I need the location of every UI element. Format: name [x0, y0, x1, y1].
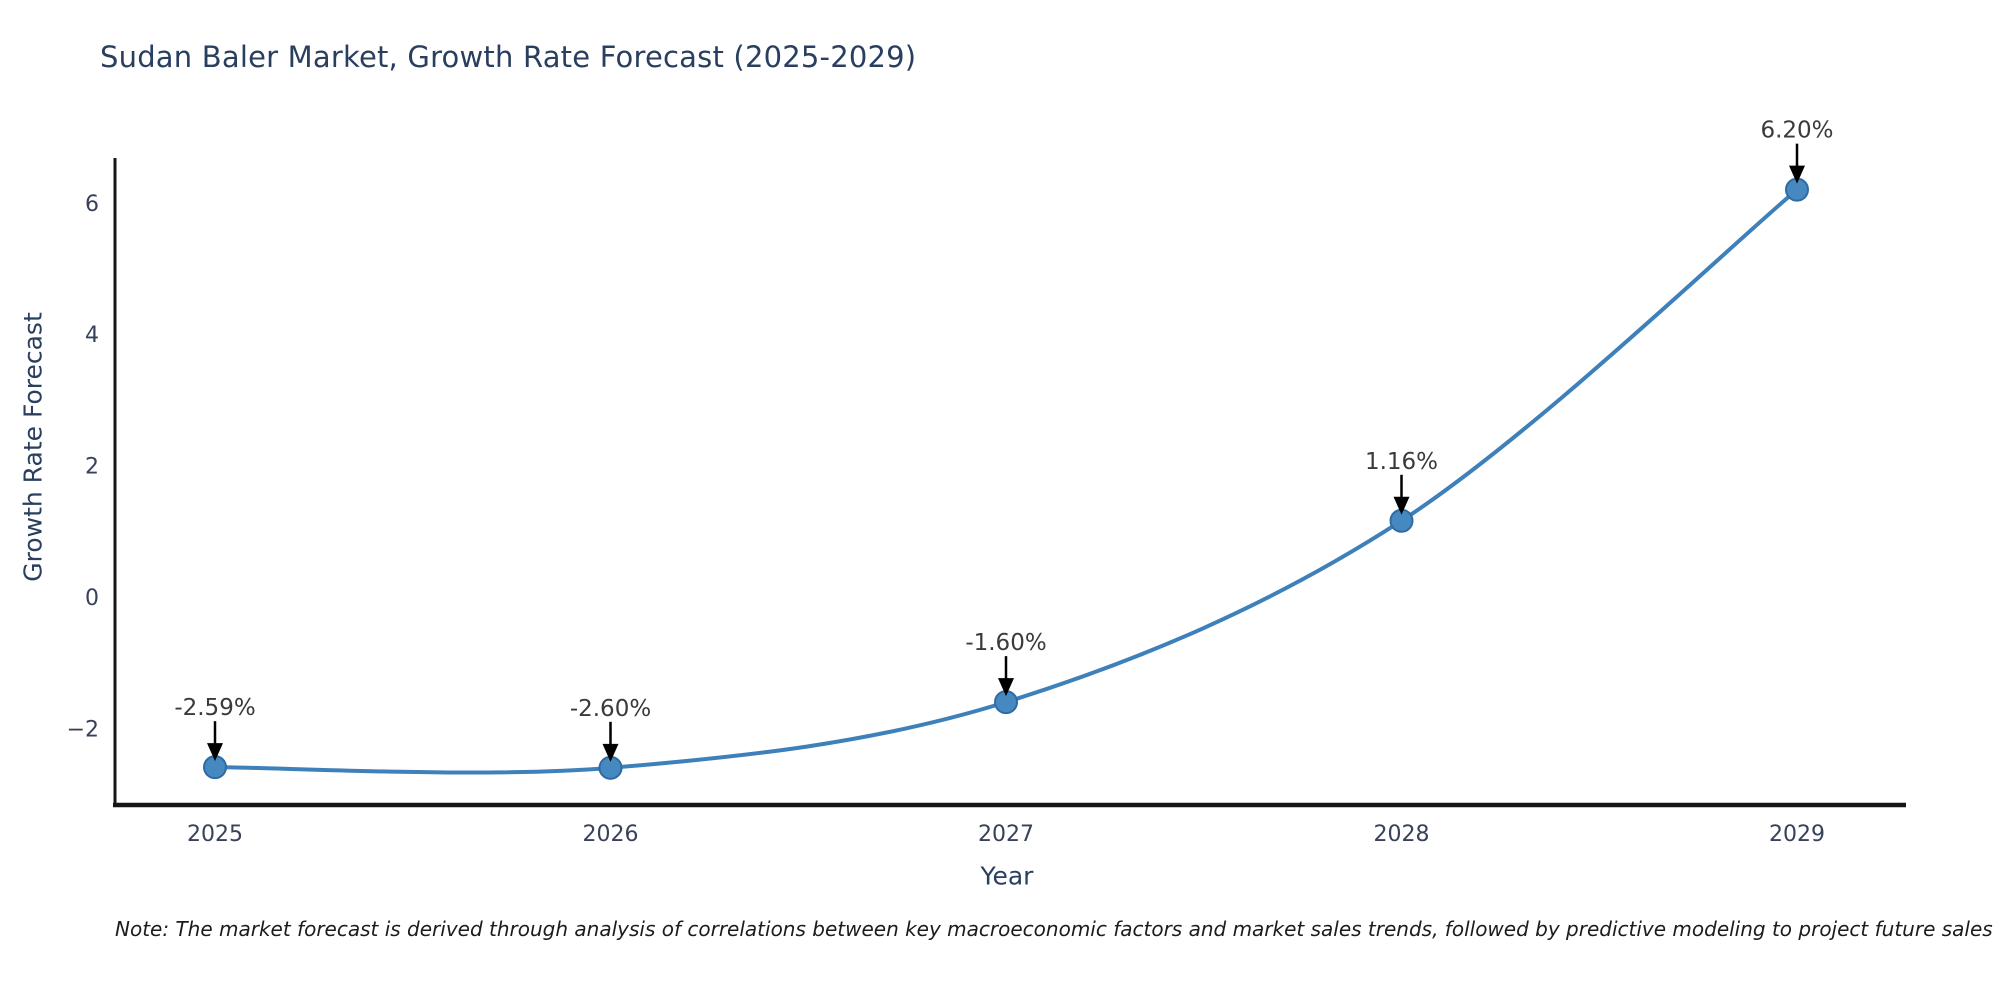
annotation-arrowhead: [207, 743, 223, 762]
point-annotation-label: 6.20%: [1760, 118, 1833, 144]
footnote: Note: The market forecast is derived thr…: [115, 917, 1993, 941]
point-annotation-label: -2.59%: [174, 695, 255, 721]
y-axis-title: Growth Rate Forecast: [18, 312, 48, 582]
x-tick-label: 2029: [1769, 822, 1825, 847]
y-tick-label: 0: [85, 586, 99, 611]
y-tick-label: 4: [85, 323, 99, 348]
annotation-arrowhead: [1789, 165, 1805, 184]
annotation-arrowhead: [998, 678, 1014, 697]
y-tick-label: 6: [85, 192, 99, 217]
annotation-arrowhead: [1393, 496, 1410, 515]
point-annotation-label: -1.60%: [965, 630, 1046, 656]
point-annotation-label: -2.60%: [570, 696, 651, 722]
x-tick-label: 2026: [583, 822, 639, 847]
y-tick-label: 2: [85, 455, 99, 480]
y-tick-label: −2: [67, 717, 99, 742]
x-axis-title: Year: [980, 861, 1034, 891]
x-tick-label: 2028: [1374, 822, 1430, 847]
x-tick-label: 2025: [187, 822, 243, 847]
chart-title: Sudan Baler Market, Growth Rate Forecast…: [100, 40, 917, 74]
annotation-arrowhead: [602, 743, 619, 762]
point-annotation-label: 1.16%: [1365, 449, 1438, 475]
x-tick-label: 2027: [978, 822, 1034, 847]
